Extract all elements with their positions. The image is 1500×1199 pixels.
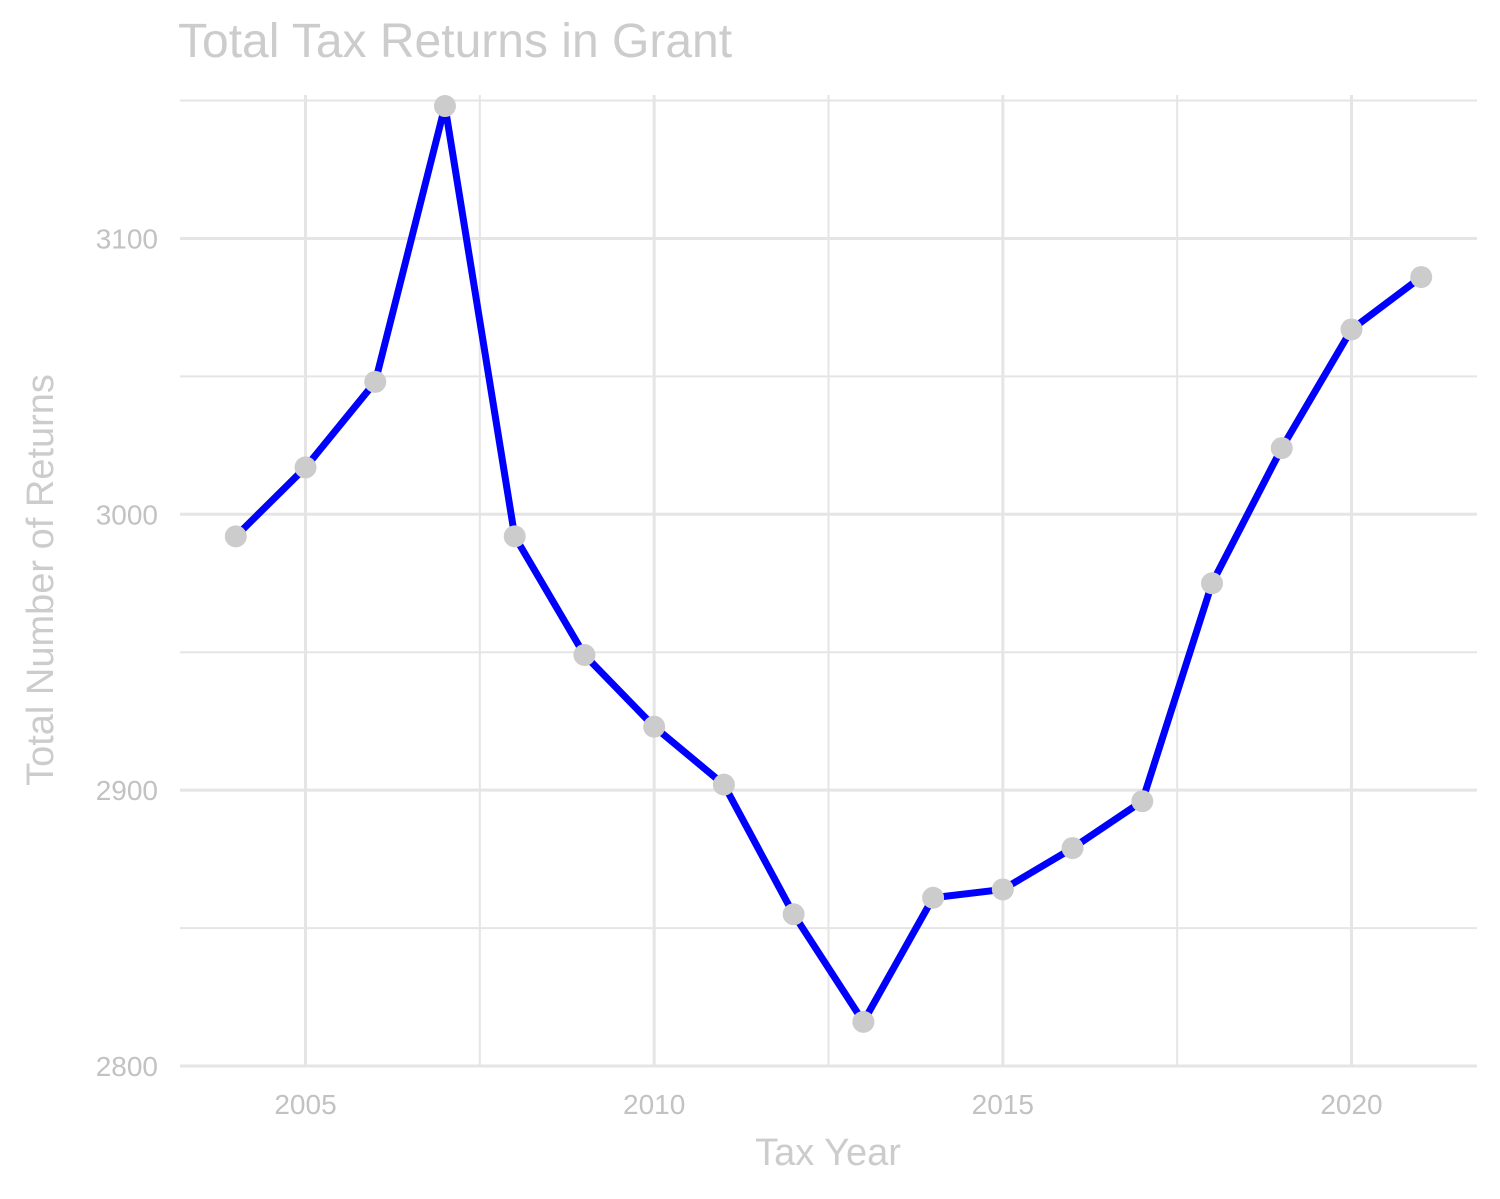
tick-labels: 2800 2900 3000 3100 2005 2010 2015 2020: [96, 223, 1383, 1120]
y-tick-label: 3000: [96, 499, 158, 530]
x-tick-label: 2010: [623, 1089, 685, 1120]
data-point: [364, 370, 387, 393]
data-point: [852, 1010, 875, 1033]
y-tick-label: 2900: [96, 775, 158, 806]
data-point: [433, 95, 456, 118]
data-point: [573, 643, 596, 666]
y-tick-label: 2800: [96, 1051, 158, 1082]
data-point: [1061, 837, 1084, 860]
data-series: [224, 95, 1433, 1033]
x-axis-title: Tax Year: [755, 1132, 901, 1174]
data-point: [1270, 437, 1293, 460]
data-point: [1410, 266, 1433, 289]
series-line: [232, 102, 1425, 1026]
data-point: [643, 715, 666, 738]
data-point: [224, 525, 247, 548]
data-point: [1131, 790, 1154, 813]
grid: [180, 95, 1477, 1068]
data-point: [294, 456, 317, 479]
x-tick-label: 2020: [1320, 1089, 1382, 1120]
data-point: [1201, 572, 1224, 595]
data-point: [922, 886, 945, 909]
data-point: [782, 903, 805, 926]
data-point: [712, 773, 735, 796]
x-tick-label: 2005: [274, 1089, 336, 1120]
data-point: [503, 525, 526, 548]
data-point: [991, 878, 1014, 901]
x-tick-label: 2015: [972, 1089, 1034, 1120]
chart-title: Total Tax Returns in Grant: [178, 15, 733, 68]
y-tick-label: 3100: [96, 223, 158, 254]
data-point: [1340, 318, 1363, 341]
y-axis-title: Total Number of Returns: [20, 374, 62, 786]
